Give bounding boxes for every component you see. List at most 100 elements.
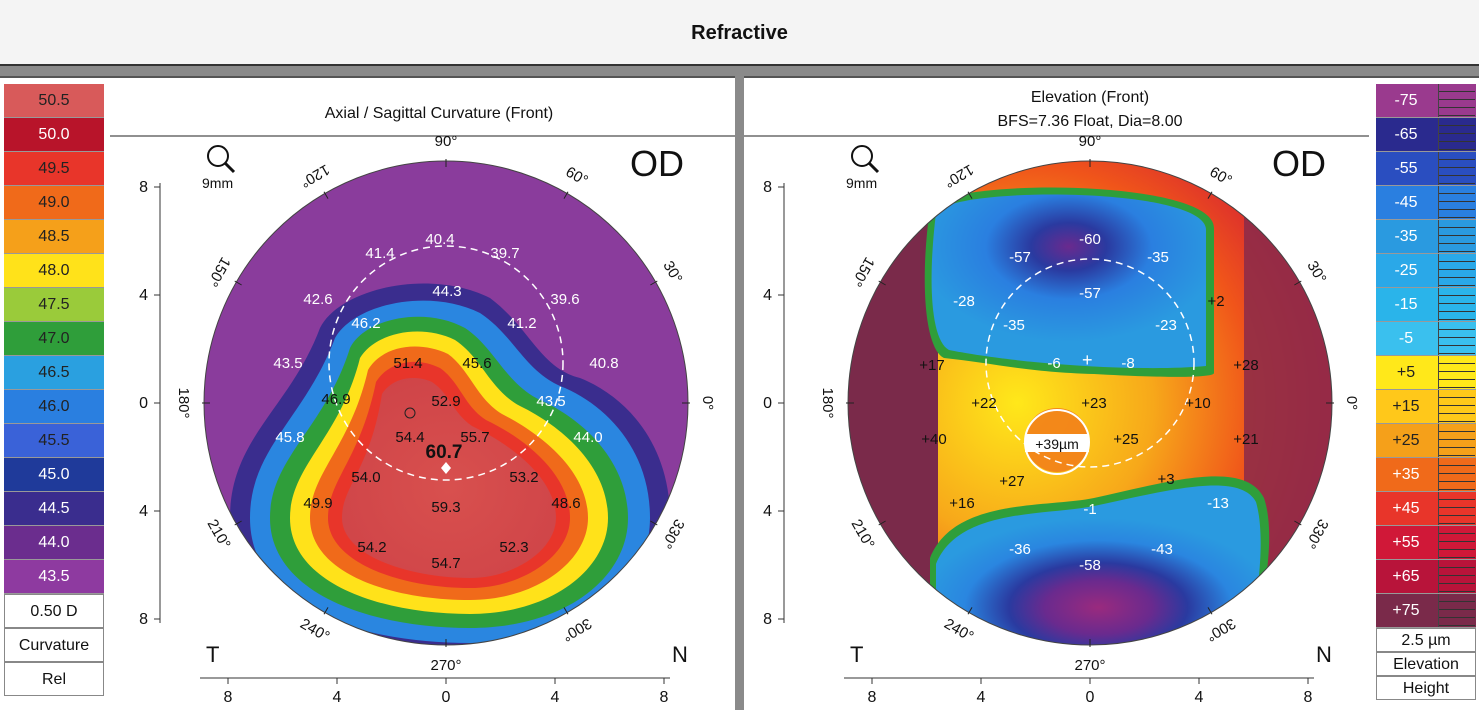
scale-step: -15	[1376, 288, 1476, 322]
curvature-value: 43.5	[273, 355, 302, 372]
scale-step: +65	[1376, 560, 1476, 594]
scale-step-label: +75	[1392, 602, 1420, 619]
histogram-bar	[1438, 492, 1475, 525]
x-tick-label: 0	[1086, 689, 1095, 706]
angle-label: 240°	[941, 615, 976, 645]
apex-marker	[441, 462, 451, 474]
angle-label: 270°	[430, 657, 461, 674]
curvature-value: 54.0	[351, 469, 380, 486]
scale-step: +25	[1376, 424, 1476, 458]
curvature-value: 54.4	[395, 429, 424, 446]
scale-step: 50.0	[4, 118, 104, 152]
histogram-bar	[1438, 526, 1475, 559]
elevation-value: +22	[971, 395, 996, 412]
axial-map-canvas[interactable]: Axial / Sagittal Curvature (Front) 8 4 0 4 8…	[110, 78, 735, 710]
scale-mode[interactable]: Rel	[4, 662, 104, 696]
scale-step: -45	[1376, 186, 1476, 220]
y-tick-label: 4	[139, 503, 148, 520]
x-tick-label: 0	[442, 689, 451, 706]
angle-label: 210°	[848, 517, 878, 552]
angle-label: 300°	[559, 614, 594, 644]
elevation-color-map	[848, 161, 1332, 645]
x-tick-label: 8	[224, 689, 233, 706]
curvature-value: 39.6	[550, 291, 579, 308]
map-title: Axial / Sagittal Curvature (Front)	[325, 105, 554, 122]
curvature-value: 46.2	[351, 315, 380, 332]
elevation-value: +28	[1233, 357, 1258, 374]
scale-step: +35	[1376, 458, 1476, 492]
y-tick-label: 8	[139, 179, 148, 196]
elevation-value: -35	[1147, 249, 1169, 266]
axial-map-panel: 50.5 50.0 49.5 49.0 48.5 48.0 47.5 47.0 46.5 46.0…	[0, 76, 735, 710]
elevation-value: +16	[949, 495, 974, 512]
angle-label: 120°	[941, 161, 976, 191]
elevation-value: +3	[1157, 471, 1174, 488]
histogram-bar	[1438, 254, 1475, 287]
y-tick-label: 0	[139, 395, 148, 412]
curvature-value: 54.7	[431, 555, 460, 572]
scale-step-size[interactable]: 2.5 µm	[1376, 628, 1476, 652]
scale-step: +75	[1376, 594, 1476, 628]
curvature-value: 52.9	[431, 393, 460, 410]
curvature-value: 55.7	[460, 429, 489, 446]
elevation-value: -43	[1151, 541, 1173, 558]
elevation-map-canvas[interactable]: Elevation (Front) BFS=7.36 Float, Dia=8.…	[744, 78, 1369, 710]
elevation-value: +27	[999, 473, 1024, 490]
curvature-value: 40.8	[589, 355, 618, 372]
elevation-scale[interactable]: -75 -65 -55 -45 -35 -25 -15 -5 +5 +15 +25 +35 +45 +55…	[1376, 84, 1476, 700]
scale-step: 43.5	[4, 560, 104, 594]
scale-type[interactable]: Elevation	[1376, 652, 1476, 676]
angle-label: 240°	[297, 615, 332, 645]
scale-step-size[interactable]: 0.50 D	[4, 594, 104, 628]
header-bar: Refractive	[0, 0, 1479, 66]
angle-label: 180°	[175, 387, 192, 418]
y-tick-label: 4	[763, 503, 772, 520]
histogram-bar	[1438, 560, 1475, 593]
zoom-magnifier-icon[interactable]	[851, 145, 880, 174]
y-tick-label: 8	[763, 179, 772, 196]
curvature-value: 39.7	[490, 245, 519, 262]
scale-type[interactable]: Curvature	[4, 628, 104, 662]
scale-step: 48.5	[4, 220, 104, 254]
y-tick-label: 0	[763, 395, 772, 412]
scale-step: 49.5	[4, 152, 104, 186]
curvature-value: 44.0	[573, 429, 602, 446]
angle-label: 150°	[848, 254, 878, 289]
elevation-value: +2	[1207, 293, 1224, 310]
curvature-color-map	[204, 161, 688, 645]
histogram-bar	[1438, 84, 1475, 117]
curvature-value: 41.2	[507, 315, 536, 332]
x-tick-label: 4	[977, 689, 986, 706]
temporal-label: T	[850, 642, 863, 667]
histogram-bar	[1438, 288, 1475, 321]
elevation-value: +10	[1185, 395, 1210, 412]
scale-step: +5	[1376, 356, 1476, 390]
angle-label: 60°	[563, 164, 591, 190]
scale-mode[interactable]: Height	[1376, 676, 1476, 700]
scale-step: 47.5	[4, 288, 104, 322]
angle-label: 90°	[1079, 133, 1102, 150]
curvature-value: 42.6	[303, 291, 332, 308]
elevation-value: +40	[921, 431, 946, 448]
scale-step-label: +55	[1392, 534, 1420, 551]
y-tick-label: 4	[139, 287, 148, 304]
elevation-value: -35	[1003, 317, 1025, 334]
curvature-scale[interactable]: 50.5 50.0 49.5 49.0 48.5 48.0 47.5 47.0 46.5 46.0…	[4, 84, 104, 696]
map-title: Elevation (Front)	[1031, 89, 1149, 106]
angle-label: 0°	[1343, 396, 1360, 410]
y-tick-label: 8	[139, 611, 148, 628]
elevation-value: -57	[1079, 285, 1101, 302]
x-tick-label: 4	[333, 689, 342, 706]
elevation-value: -13	[1207, 495, 1229, 512]
elevation-value: -58	[1079, 557, 1101, 574]
scale-step-label: -55	[1394, 160, 1418, 177]
scale-step-label: +15	[1392, 398, 1420, 415]
curvature-value: 43.5	[536, 393, 565, 410]
histogram-bar	[1438, 118, 1475, 151]
scale-step: 46.0	[4, 390, 104, 424]
scale-step: +45	[1376, 492, 1476, 526]
scale-step-label: +35	[1392, 466, 1420, 483]
elevation-value: -28	[953, 293, 975, 310]
zoom-magnifier-icon[interactable]	[207, 145, 236, 174]
elevation-value: -36	[1009, 541, 1031, 558]
